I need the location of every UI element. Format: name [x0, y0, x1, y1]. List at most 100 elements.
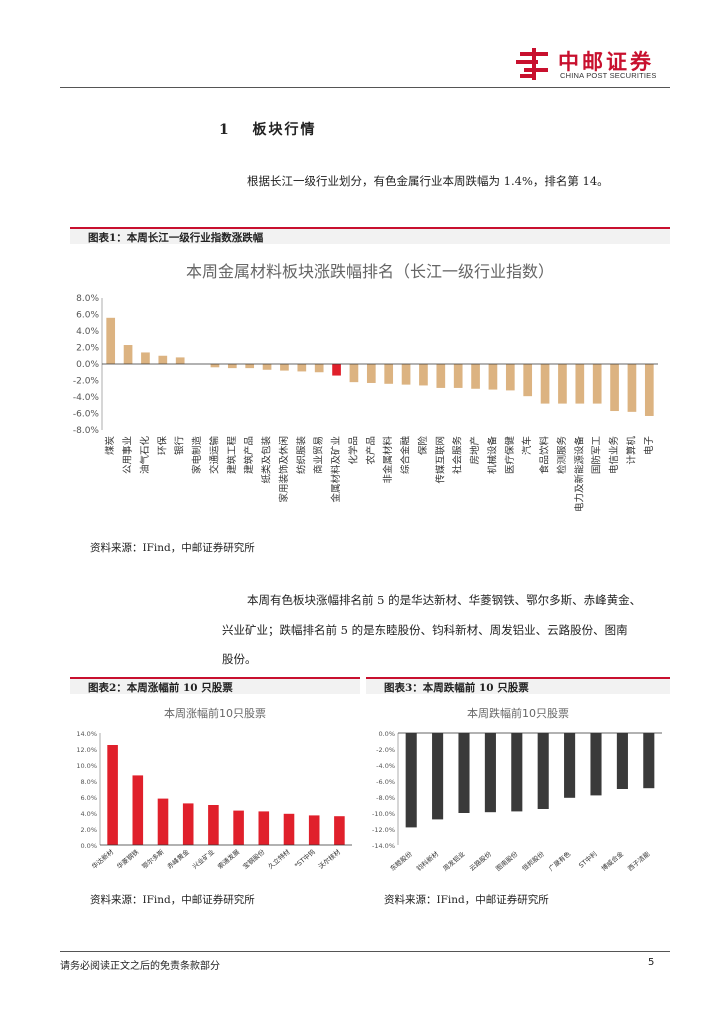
paragraph-2-line-1: 本周有色板块涨幅排名前 5 的是华达新材、华菱钢铁、鄂尔多斯、赤峰黄金、 — [247, 593, 642, 607]
y-tick-label: 2.0% — [80, 826, 97, 834]
china-post-logo-icon — [516, 48, 548, 80]
category-label: 建筑工程 — [226, 436, 238, 475]
category-label: 油气石化 — [139, 436, 151, 475]
y-tick-label: 10.0% — [76, 762, 97, 770]
figure-1-source: 资料来源：IFind，中邮证券研究所 — [90, 542, 255, 554]
category-label: 家用装饰及休闲 — [278, 436, 290, 503]
figure-1-chart: 本周金属材料板块涨跌幅排名（长江一级行业指数） 8.0% 6.0% 4.0% 2.0% 0… — [73, 262, 658, 512]
bar — [592, 364, 602, 404]
bar — [349, 364, 359, 383]
y-tick-label: 14.0% — [76, 730, 97, 738]
bar — [208, 805, 219, 845]
category-label: 房地产 — [469, 436, 481, 465]
bar — [511, 733, 523, 812]
category-label: 商业贸易 — [313, 436, 325, 474]
bar — [182, 803, 194, 845]
bar — [245, 364, 255, 369]
bar — [575, 364, 585, 404]
category-label: 广晟有色 — [546, 849, 572, 873]
chart-title: 本周金属材料板块涨跌幅排名（长江一级行业指数） — [186, 262, 554, 281]
y-tick-label: 8.0% — [80, 778, 97, 786]
bar — [405, 733, 417, 828]
category-label: 华菱钢铁 — [115, 847, 141, 871]
bar — [401, 364, 411, 385]
bar — [537, 733, 549, 809]
category-label: 纺织服装 — [295, 436, 307, 475]
figure-3-source: 资料来源：IFind，中邮证券研究所 — [384, 894, 549, 906]
bar — [210, 364, 220, 368]
category-label: 医疗保健 — [504, 436, 516, 475]
bar — [366, 364, 376, 383]
category-label: 电信业务 — [608, 436, 620, 475]
bar — [432, 733, 444, 820]
bar — [262, 364, 272, 370]
bar — [227, 364, 237, 369]
category-label: 农产品 — [365, 436, 377, 465]
chart-title: 本周涨幅前10只股票 — [164, 706, 266, 720]
category-label: 华达新材 — [89, 847, 115, 871]
category-label: 计算机 — [625, 436, 637, 465]
figure-2-caption: 图表2：本周涨幅前 10 只股票 — [70, 677, 360, 694]
category-label: 公用事业 — [122, 436, 134, 474]
y-tick-label: 6.0% — [76, 311, 99, 321]
footer-divider — [60, 951, 670, 952]
category-label: 久立特材 — [266, 847, 292, 871]
category-label: 西子洁能 — [626, 849, 652, 873]
bar — [283, 813, 295, 845]
y-tick-label: -6.0% — [73, 410, 100, 420]
category-label: 兴业矿业 — [190, 847, 216, 871]
y-tick-label: -12.0% — [372, 826, 395, 834]
category-label: 赤峰黄金 — [165, 847, 191, 871]
chart-title: 本周跌幅前10只股票 — [467, 706, 569, 720]
bar — [453, 364, 463, 388]
bar — [610, 364, 619, 412]
brand-name-en: CHINA POST SECURITIES — [560, 71, 657, 80]
category-label: 东睦股份 — [388, 849, 414, 873]
paragraph-2-line-3: 股份。 — [222, 652, 257, 666]
figure-2-source: 资料来源：IFind，中邮证券研究所 — [90, 894, 255, 906]
y-tick-label: -8.0% — [73, 426, 100, 436]
y-tick-label: 0.0% — [80, 842, 97, 850]
category-label: 纸类及包装 — [261, 436, 273, 484]
brand-name-cn: 中邮证券 — [558, 50, 654, 74]
figure-3-caption: 图表3：本周跌幅前 10 只股票 — [366, 677, 670, 694]
bar — [564, 733, 576, 798]
figure-2-chart: 本周涨幅前10只股票 14.0% 12.0% 10.0% 8.0% 6.0% 4.0% 2.0… — [76, 706, 352, 871]
category-label: 煤炭 — [104, 436, 116, 456]
y-tick-label: -4.0% — [73, 393, 100, 403]
category-label: 环保 — [156, 436, 168, 456]
y-tick-label: 0.0% — [76, 360, 99, 370]
bar — [590, 733, 602, 796]
bar — [644, 364, 654, 416]
y-tick-label: 12.0% — [76, 746, 97, 754]
category-label: 非金属材料 — [382, 436, 394, 484]
bar — [616, 733, 628, 789]
y-tick-label: -4.0% — [376, 762, 395, 770]
bar — [233, 810, 244, 845]
bar — [458, 733, 470, 813]
category-label: 沃尔核材 — [316, 847, 342, 871]
category-label: 保险 — [417, 436, 429, 456]
y-tick-label: 2.0% — [76, 344, 99, 354]
y-tick-label: -14.0% — [372, 842, 395, 850]
figure-1-caption: 图表1：本周长江一级行业指数涨跌幅 — [70, 227, 670, 244]
bar — [505, 364, 515, 391]
y-tick-label: 4.0% — [76, 327, 99, 337]
footer-disclaimer: 请务必阅读正文之后的免责条款部分 — [60, 961, 220, 972]
category-label: 钧科新材 — [414, 849, 440, 873]
paragraph-2-line-2: 兴业矿业；跌幅排名前 5 的是东睦股份、钧科新材、周发铝业、云路股份、图南 — [222, 623, 628, 637]
y-tick-label: -2.0% — [73, 377, 100, 387]
bar — [419, 364, 428, 386]
section-number: 1 — [219, 122, 231, 138]
header-divider — [60, 87, 670, 88]
y-tick-label: -2.0% — [376, 746, 395, 754]
category-label: 周发铝业 — [441, 849, 467, 873]
bar — [258, 811, 270, 845]
category-label: 家电制造 — [191, 436, 203, 475]
bar — [436, 364, 446, 388]
y-tick-label: 0.0% — [378, 730, 395, 738]
category-label: 化学品 — [347, 436, 359, 465]
category-label: 鄂尔多斯 — [140, 847, 166, 871]
page-number: 5 — [648, 957, 655, 968]
category-label: 检测服务 — [556, 436, 568, 475]
